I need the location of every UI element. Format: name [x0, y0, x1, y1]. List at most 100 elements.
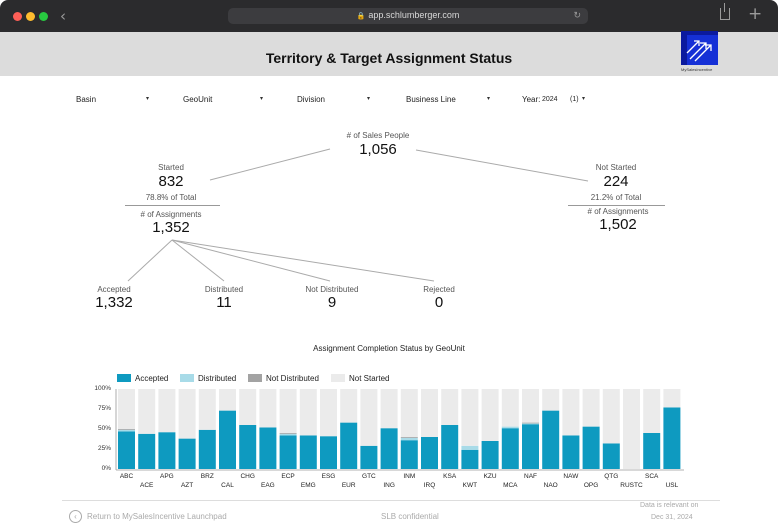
- bar-eur-accepted[interactable]: [340, 422, 358, 469]
- x-tick-label: OPG: [583, 482, 599, 489]
- bar-kzu-not-started[interactable]: [481, 389, 499, 441]
- bar-ing-accepted[interactable]: [380, 428, 398, 469]
- bar-ecp-distributed[interactable]: [279, 433, 297, 436]
- bar-emg-not-started[interactable]: [299, 389, 317, 436]
- bar-ing-not-started[interactable]: [380, 389, 398, 429]
- reload-icon[interactable]: ↻: [573, 10, 581, 20]
- bar-azt-not-started[interactable]: [178, 389, 196, 439]
- bar-chg-not-started[interactable]: [239, 389, 257, 425]
- confidential-label: SLB confidential: [381, 512, 439, 521]
- bar-mca-accepted[interactable]: [501, 428, 519, 469]
- bar-abc-not-started[interactable]: [118, 389, 135, 429]
- bar-brz-accepted[interactable]: [198, 429, 216, 469]
- basin-dropdown-icon[interactable]: ▾: [146, 96, 150, 102]
- url-text: app.schlumberger.com: [368, 10, 460, 20]
- bar-irq-accepted[interactable]: [421, 437, 438, 469]
- maximize-window-button[interactable]: [39, 12, 48, 21]
- bar-gtc-accepted[interactable]: [360, 445, 378, 469]
- bar-kwt-not-started[interactable]: [461, 389, 479, 446]
- lock-icon: 🔒: [356, 13, 366, 20]
- bar-ecp-accepted[interactable]: [279, 435, 297, 469]
- bar-apg-accepted[interactable]: [158, 432, 176, 469]
- bar-brz-not-started[interactable]: [198, 389, 216, 430]
- bar-rustc-not-started[interactable]: [623, 389, 640, 469]
- geounit-dropdown-icon[interactable]: ▾: [260, 96, 264, 102]
- bar-ksa-not-started[interactable]: [441, 389, 459, 425]
- bar-eur-not-started[interactable]: [340, 389, 358, 423]
- bar-abc-accepted[interactable]: [118, 431, 135, 469]
- bar-naw-accepted[interactable]: [562, 435, 580, 469]
- bar-inm-distributed[interactable]: [400, 437, 418, 441]
- bar-kwt-accepted[interactable]: [461, 449, 479, 469]
- back-arrow-icon[interactable]: ‹: [69, 510, 82, 523]
- bar-ecp-not-started[interactable]: [279, 389, 297, 433]
- bar-kzu-accepted[interactable]: [481, 441, 499, 469]
- bar-chg-accepted[interactable]: [239, 425, 257, 469]
- bar-eag-accepted[interactable]: [259, 427, 277, 469]
- year-filter-value[interactable]: 2024: [542, 96, 558, 103]
- bar-inm-accepted[interactable]: [400, 440, 418, 469]
- address-bar[interactable]: 🔒 app.schlumberger.com ↻: [228, 8, 588, 24]
- bar-nao-not-started[interactable]: [542, 389, 560, 411]
- division-dropdown-icon[interactable]: ▾: [367, 96, 371, 102]
- bar-apg-not-started[interactable]: [158, 389, 176, 433]
- close-window-button[interactable]: [13, 12, 22, 21]
- bar-gtc-not-started[interactable]: [360, 389, 378, 446]
- bar-azt-accepted[interactable]: [178, 438, 196, 469]
- bar-ecp-not-distributed[interactable]: [279, 433, 297, 434]
- bar-naf-not-distributed[interactable]: [522, 422, 539, 424]
- legend-swatch-not-distributed: [248, 374, 262, 382]
- bar-inm-not-started[interactable]: [400, 389, 418, 437]
- business-line-dropdown-icon[interactable]: ▾: [487, 96, 491, 102]
- bar-nao-accepted[interactable]: [542, 410, 560, 469]
- bar-abc-distributed[interactable]: [118, 429, 135, 432]
- bar-naf-distributed[interactable]: [522, 423, 539, 425]
- bar-eag-not-started[interactable]: [259, 389, 277, 428]
- started-divider: [125, 205, 220, 206]
- year-dropdown-icon[interactable]: ▾: [582, 96, 586, 102]
- bar-ace-not-started[interactable]: [138, 389, 156, 434]
- return-launchpad-link[interactable]: Return to MySalesIncentive Launchpad: [87, 512, 227, 521]
- bar-kwt-distributed[interactable]: [461, 445, 479, 450]
- bar-cal-accepted[interactable]: [219, 410, 236, 469]
- bar-mca-distributed[interactable]: [501, 426, 519, 429]
- bar-cal-not-started[interactable]: [219, 389, 236, 411]
- geounit-filter[interactable]: GeoUnit: [183, 95, 213, 104]
- bar-emg-accepted[interactable]: [299, 435, 317, 469]
- bar-sca-accepted[interactable]: [643, 433, 661, 469]
- bar-naf-not-started[interactable]: [522, 389, 539, 423]
- x-tick-label: KZU: [483, 473, 497, 480]
- bar-mca-not-started[interactable]: [501, 389, 519, 427]
- bar-usl-accepted[interactable]: [663, 407, 681, 469]
- basin-filter[interactable]: Basin: [76, 95, 97, 104]
- bar-ace-accepted[interactable]: [138, 433, 156, 469]
- share-icon[interactable]: [720, 3, 730, 20]
- bar-qtg-accepted[interactable]: [602, 443, 620, 469]
- bar-irq-not-started[interactable]: [421, 389, 438, 437]
- bar-naw-not-started[interactable]: [562, 389, 580, 436]
- minimize-window-button[interactable]: [26, 12, 35, 21]
- bar-opg-accepted[interactable]: [582, 426, 600, 469]
- bar-inm-not-distributed[interactable]: [400, 437, 418, 438]
- bar-ksa-accepted[interactable]: [441, 425, 459, 469]
- x-tick-label: NAO: [543, 482, 558, 489]
- bar-esg-not-started[interactable]: [320, 389, 337, 437]
- bar-naf-accepted[interactable]: [522, 424, 539, 469]
- x-tick-label: IRQ: [423, 482, 436, 489]
- bar-esg-accepted[interactable]: [320, 436, 337, 469]
- bar-qtg-not-started[interactable]: [602, 389, 620, 444]
- business-line-filter[interactable]: Business Line: [406, 95, 456, 104]
- bar-opg-not-started[interactable]: [582, 389, 600, 427]
- bar-usl-not-started[interactable]: [663, 389, 681, 408]
- x-tick-label: APG: [160, 473, 174, 480]
- started-assignments-label: # of Assignments: [140, 210, 202, 219]
- back-icon[interactable]: ‹: [60, 7, 66, 25]
- x-tick-label: USL: [665, 482, 679, 489]
- new-tab-icon[interactable]: +: [748, 4, 763, 24]
- x-tick-label: RUSTC: [620, 482, 643, 489]
- y-tick-label: 75%: [97, 405, 111, 412]
- bar-abc-not-distributed[interactable]: [118, 429, 135, 430]
- division-filter[interactable]: Division: [297, 95, 326, 104]
- bar-sca-not-started[interactable]: [643, 389, 661, 433]
